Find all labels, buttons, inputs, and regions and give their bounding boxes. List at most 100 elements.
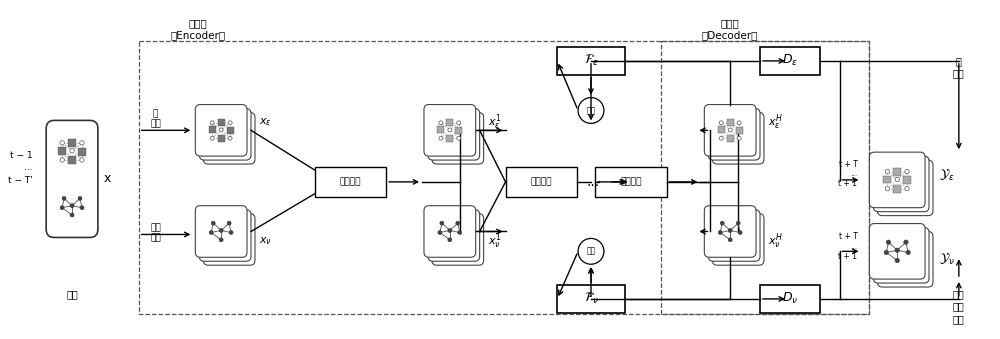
Bar [209,126,216,134]
Bar [760,285,820,313]
Bar [883,176,891,183]
Circle shape [895,177,899,182]
FancyBboxPatch shape [199,108,251,160]
Bar [139,41,869,314]
Text: ...: ... [850,170,857,178]
Text: t − T': t − T' [8,176,32,185]
FancyBboxPatch shape [704,206,756,257]
Circle shape [458,231,462,235]
Circle shape [736,221,740,225]
Circle shape [906,250,910,255]
Bar [595,167,667,197]
Circle shape [62,196,66,200]
FancyBboxPatch shape [712,113,764,164]
Circle shape [80,158,84,162]
FancyBboxPatch shape [428,210,480,261]
Circle shape [439,121,443,125]
Text: x: x [104,173,111,185]
Text: t + T: t + T [839,160,857,168]
FancyBboxPatch shape [428,108,480,160]
Bar [727,135,734,142]
Circle shape [448,238,452,242]
Circle shape [886,240,891,244]
Circle shape [904,240,908,244]
Circle shape [895,248,899,253]
Text: 特征: 特征 [150,119,161,128]
Text: 对偶映射: 对偶映射 [340,177,361,186]
Circle shape [457,121,461,125]
Text: 预测: 预测 [953,301,965,311]
Text: 预测: 预测 [953,68,965,78]
Bar [903,176,911,184]
FancyBboxPatch shape [203,113,255,164]
FancyBboxPatch shape [432,113,484,164]
FancyBboxPatch shape [708,108,760,160]
Bar [506,167,577,197]
Text: $\mathcal{F}_{\varepsilon}$: $\mathcal{F}_{\varepsilon}$ [584,53,598,68]
Text: 对偶映射: 对偶映射 [531,177,552,186]
Text: $x_{\nu}^{1}$: $x_{\nu}^{1}$ [488,232,501,251]
Bar [446,135,453,142]
Circle shape [219,238,223,242]
Text: ...: ... [24,162,32,172]
Circle shape [719,136,723,140]
Circle shape [719,121,723,125]
FancyBboxPatch shape [424,104,476,156]
Circle shape [738,231,742,235]
FancyBboxPatch shape [873,156,929,212]
Text: $D_{\varepsilon}$: $D_{\varepsilon}$ [782,53,798,68]
Circle shape [737,121,741,125]
Circle shape [80,141,84,145]
Text: 特征: 特征 [150,233,161,242]
Text: 拼接: 拼接 [586,106,596,115]
Bar [718,126,725,134]
Circle shape [728,238,732,242]
Text: t − 1: t − 1 [10,151,32,160]
Bar [661,41,869,314]
Bar [455,127,462,134]
Circle shape [578,238,604,264]
Text: $x_{\varepsilon}^{1}$: $x_{\varepsilon}^{1}$ [488,113,501,132]
Text: （Decoder）: （Decoder） [702,30,758,40]
Circle shape [440,221,444,225]
Circle shape [219,228,223,233]
Circle shape [229,231,233,235]
Text: 解码器: 解码器 [721,18,740,28]
Circle shape [578,98,604,123]
Circle shape [456,221,460,225]
FancyBboxPatch shape [869,223,925,279]
Circle shape [78,196,82,200]
Circle shape [60,158,64,162]
Bar [68,139,76,147]
Circle shape [718,231,722,235]
FancyBboxPatch shape [432,214,484,265]
Circle shape [885,186,890,191]
Circle shape [70,204,74,208]
FancyBboxPatch shape [877,232,933,287]
Circle shape [219,128,223,132]
FancyBboxPatch shape [877,160,933,216]
FancyBboxPatch shape [712,214,764,265]
Bar [315,167,386,197]
FancyBboxPatch shape [195,104,247,156]
Circle shape [228,121,232,125]
Circle shape [448,128,452,132]
Text: 节点: 节点 [953,289,965,299]
Circle shape [885,170,890,174]
Bar [78,148,86,156]
Bar [227,127,234,134]
Circle shape [905,170,909,174]
Circle shape [70,148,74,153]
Circle shape [210,136,214,140]
Bar [58,147,66,155]
Circle shape [457,136,461,140]
Text: t + T: t + T [839,232,857,241]
FancyBboxPatch shape [704,104,756,156]
Bar [557,47,625,75]
FancyBboxPatch shape [873,227,929,283]
Circle shape [209,231,213,235]
Text: $\mathcal{Y}_{\nu}$: $\mathcal{Y}_{\nu}$ [939,252,955,267]
Text: $x_{\nu}^{H}$: $x_{\nu}^{H}$ [768,232,783,251]
Circle shape [70,213,74,217]
Circle shape [728,228,732,233]
